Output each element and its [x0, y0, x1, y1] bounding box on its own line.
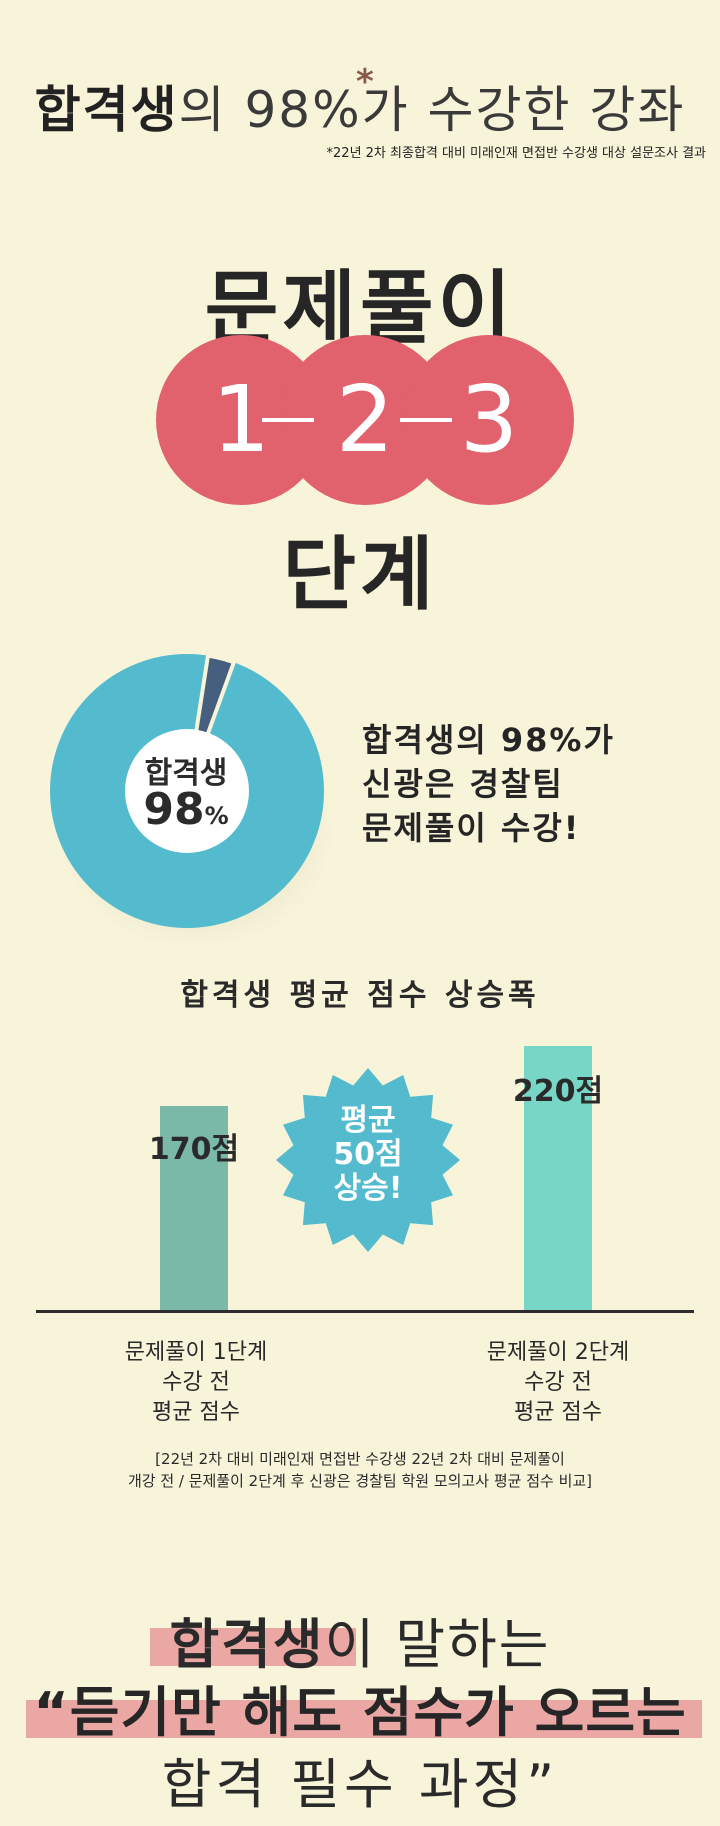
step-number-1: 1: [211, 366, 271, 473]
header-title: 합격생의 98%가 수강한 강좌: [0, 78, 720, 142]
donut-label: 합격생: [144, 756, 228, 791]
increase-badge-line-2: 50점: [333, 1137, 403, 1172]
increase-badge-text: 평균 50점 상승!: [296, 1104, 440, 1206]
bar-after: [524, 1046, 592, 1310]
category-label-before-line-3: 평균 점수: [152, 1400, 240, 1425]
donut-description-line-1: 합격생의 98%가: [362, 721, 615, 759]
survey-note: [22년 2차 대비 미래인재 면접반 수강생 22년 2차 대비 문제풀이 개…: [0, 1448, 720, 1492]
donut-description-line-2: 신광은 경찰팀: [362, 765, 564, 803]
slogan-line-2: “듣기만 해도 점수가 오르는: [33, 1681, 687, 1744]
donut-value-unit: %: [204, 802, 229, 830]
chart-baseline: [36, 1310, 694, 1313]
survey-note-line-1: [22년 2차 대비 미래인재 면접반 수강생 22년 2차 대비 문제풀이: [155, 1450, 565, 1468]
bar-before: [160, 1106, 228, 1310]
step-circles: 1 2 3: [0, 0, 720, 600]
donut-value: 98%: [124, 784, 248, 835]
step-number-2: 2: [335, 366, 395, 473]
slogan-line-1-bold: 합격생: [169, 1613, 325, 1676]
donut-center: [125, 729, 249, 853]
bar-value-label-before: 170점: [148, 1132, 240, 1167]
header-title-rest: 의 98%가 수강한 강좌: [178, 81, 686, 139]
slogan-line-3: 합격 필수 과정”: [161, 1753, 559, 1816]
category-label-after-line-3: 평균 점수: [514, 1400, 602, 1425]
category-label-before-line-1: 문제풀이 1단계: [124, 1340, 268, 1365]
category-label-before: 문제풀이 1단계 수강 전 평균 점수: [86, 1338, 306, 1428]
category-label-after-line-2: 수강 전: [524, 1370, 592, 1395]
header-title-bold: 합격생: [34, 81, 179, 139]
survey-footnote: *22년 2차 최종합격 대비 미래인재 면접반 수강생 대상 설문조사 결과: [326, 146, 706, 161]
chart-title: 합격생 평균 점수 상승폭: [180, 978, 540, 1013]
slogan-line-1: 합격생이 말하는: [0, 1600, 720, 1679]
survey-note-line-2: 개강 전 / 문제풀이 2단계 후 신광은 경찰팀 학원 모의고사 평균 점수 …: [127, 1472, 593, 1490]
category-label-after: 문제풀이 2단계 수강 전 평균 점수: [448, 1338, 668, 1428]
category-label-after-line-1: 문제풀이 2단계: [486, 1340, 630, 1365]
donut-ring: [50, 654, 324, 928]
step-connector-1: [262, 418, 314, 422]
category-label-before-line-2: 수강 전: [162, 1370, 230, 1395]
asterisk-mark: *: [356, 62, 374, 102]
donut-chart: [50, 654, 324, 928]
increase-badge-shape: [276, 1068, 460, 1252]
slogan-line-1-rest: 이 말하는: [324, 1613, 551, 1676]
increase-badge-line-1: 평균: [340, 1103, 396, 1138]
increase-badge-line-3: 상승!: [333, 1171, 403, 1206]
slogan-highlight-1: [150, 1628, 356, 1666]
steps-subtitle: 단계: [282, 528, 438, 621]
step-connector-2: [400, 418, 452, 422]
donut-description: 합격생의 98%가 신광은 경찰팀 문제풀이 수강!: [362, 718, 615, 850]
increase-badge: [276, 1068, 460, 1252]
step-number-3: 3: [459, 366, 519, 473]
bar-value-label-after: 220점: [512, 1074, 604, 1109]
donut-value-number: 98: [143, 784, 205, 835]
slogan-highlight-2: [26, 1700, 702, 1738]
donut-description-line-3: 문제풀이 수강!: [362, 809, 581, 847]
